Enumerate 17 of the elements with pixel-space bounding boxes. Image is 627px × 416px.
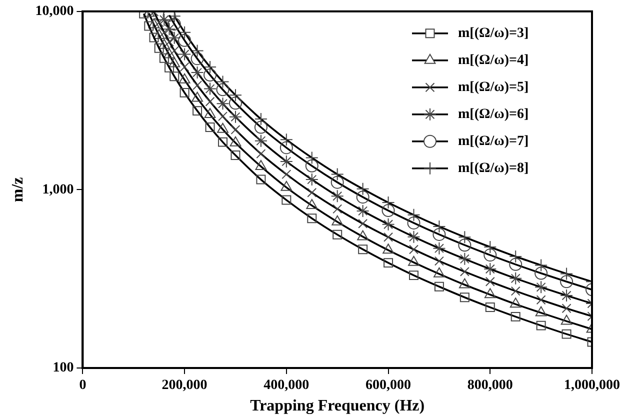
x-tick-label: 0 (79, 378, 86, 394)
legend-label: m[(Ω/ω)=6] (458, 107, 529, 122)
y-axis-title: m/z (10, 177, 27, 202)
legend-label: m[(Ω/ω)=8] (458, 161, 529, 176)
y-tick-label: 10,000 (35, 4, 74, 20)
x-tick-label: 800,000 (467, 378, 513, 394)
x-tick-label: 1,000,000 (564, 378, 620, 394)
legend-label: m[(Ω/ω)=5] (458, 80, 529, 96)
x-axis-title: Trapping Frequency (Hz) (250, 398, 425, 415)
legend-label: m[(Ω/ω)=3] (458, 26, 529, 42)
legend-label: m[(Ω/ω)=4] (458, 53, 529, 68)
x-tick-label: 400,000 (264, 378, 310, 394)
y-tick-label: 1,000 (42, 182, 74, 198)
x-tick-label: 200,000 (162, 378, 208, 394)
x-tick-label: 600,000 (366, 378, 412, 394)
legend-label: m[(Ω/ω)=7] (458, 134, 529, 150)
y-tick-label: 100 (52, 360, 74, 376)
